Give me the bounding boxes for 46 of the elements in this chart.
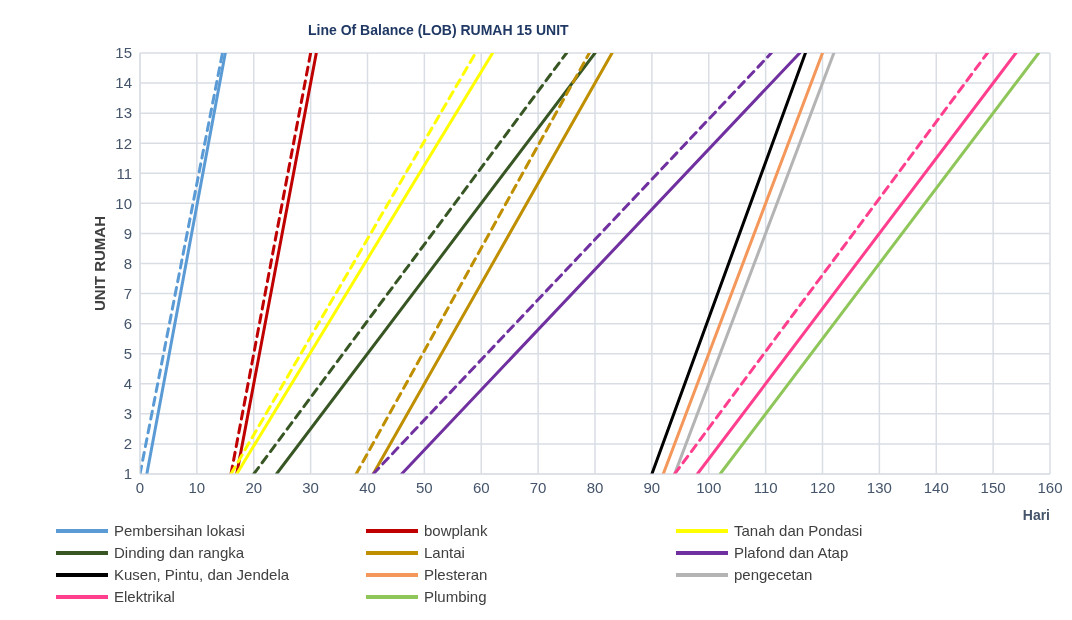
x-tick-label: 30 [302, 478, 319, 496]
legend-label: Plumbing [424, 588, 487, 605]
legend-label: Plafond dan Atap [734, 544, 849, 561]
legend-label: Lantai [424, 544, 465, 561]
legend-label: Kusen, Pintu, dan Jendela [114, 566, 290, 583]
y-tick-label: 3 [123, 405, 132, 423]
x-tick-label: 100 [696, 478, 722, 496]
legend-label: Plesteran [424, 566, 488, 583]
x-tick-label: 60 [472, 478, 490, 496]
legend-label: bowplank [424, 522, 488, 539]
y-tick-label: 6 [123, 314, 132, 332]
x-tick-label: 90 [643, 478, 661, 496]
legend-label: Tanah dan Pondasi [734, 522, 863, 539]
y-tick-label: 2 [123, 435, 132, 453]
x-tick-label: 150 [980, 478, 1006, 496]
y-tick-label: 15 [115, 44, 132, 62]
y-tick-label: 14 [115, 74, 132, 92]
x-tick-label: 20 [245, 478, 263, 496]
y-axis-title: UNIT RUMAH [91, 216, 109, 311]
x-tick-label: 160 [1037, 478, 1063, 496]
legend-label: pengecetan [734, 566, 813, 583]
x-tick-label: 0 [135, 478, 145, 496]
x-tick-label: 110 [753, 478, 778, 496]
x-tick-label: 120 [809, 478, 836, 496]
y-tick-label: 4 [123, 375, 132, 393]
y-tick-label: 9 [123, 224, 132, 242]
x-tick-label: 130 [866, 478, 892, 496]
x-tick-label: 40 [359, 478, 376, 496]
y-tick-label: 5 [123, 345, 132, 363]
y-tick-label: 8 [123, 254, 132, 272]
y-tick-label: 7 [123, 284, 132, 302]
y-tick-label: 12 [115, 134, 132, 152]
x-tick-label: 10 [188, 478, 206, 496]
x-tick-label: 50 [416, 478, 433, 496]
x-tick-label: 70 [529, 478, 547, 496]
x-axis-title: Hari [1022, 507, 1050, 523]
chart-title: Line Of Balance (LOB) RUMAH 15 UNIT [308, 22, 569, 38]
legend-label: Elektrikal [114, 588, 175, 605]
legend-label: Pembersihan lokasi [114, 522, 245, 539]
y-tick-label: 1 [123, 465, 132, 483]
x-tick-label: 80 [586, 478, 604, 496]
legend-label: Dinding dan rangka [114, 544, 245, 561]
x-tick-label: 140 [923, 478, 949, 496]
y-tick-label: 13 [115, 104, 132, 122]
y-tick-label: 11 [116, 164, 132, 182]
y-tick-label: 10 [115, 194, 132, 212]
